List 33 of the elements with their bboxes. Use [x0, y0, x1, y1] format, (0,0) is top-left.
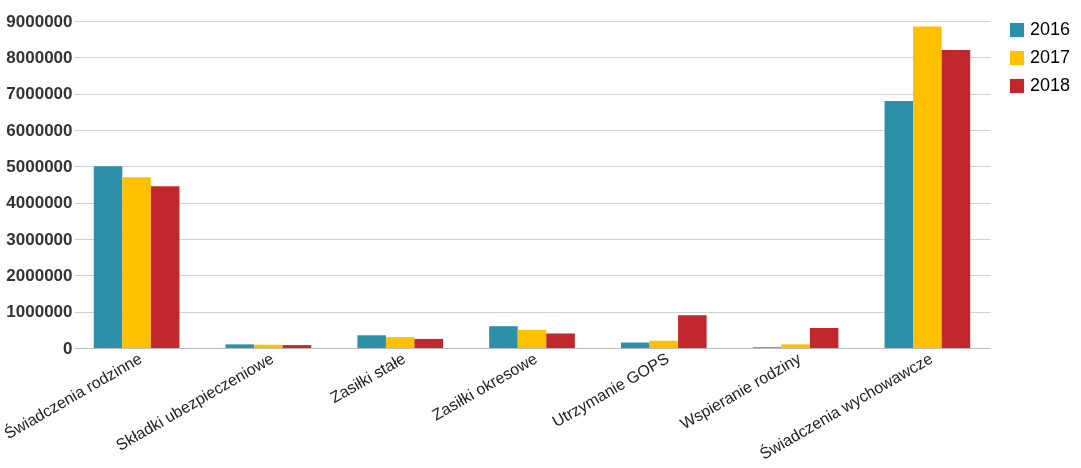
- bar: [357, 335, 386, 348]
- bar: [884, 100, 914, 348]
- bar: [93, 166, 123, 348]
- y-tick-label: 8000000: [6, 47, 73, 67]
- y-tick-label: 1000000: [6, 302, 73, 322]
- y-tick-label: 9000000: [6, 11, 73, 31]
- bar: [546, 333, 575, 348]
- y-tick-label: 6000000: [6, 120, 73, 140]
- bar: [649, 340, 679, 348]
- bar: [678, 315, 707, 348]
- bar: [781, 344, 810, 348]
- y-tick-label: 2000000: [6, 265, 73, 285]
- y-tick-label: 5000000: [6, 156, 73, 176]
- bar: [913, 26, 942, 348]
- bar: [809, 328, 839, 348]
- legend-label: 2017: [1030, 47, 1071, 67]
- y-tick-label: 4000000: [6, 193, 73, 213]
- bar: [489, 326, 518, 348]
- bar: [385, 337, 415, 348]
- bar: [941, 50, 971, 348]
- y-tick-label: 7000000: [6, 84, 73, 104]
- legend-label: 2018: [1030, 75, 1071, 95]
- bar: [254, 344, 283, 348]
- legend-label: 2016: [1030, 19, 1071, 39]
- bar: [282, 345, 312, 348]
- bar: [517, 329, 547, 348]
- bar: [620, 342, 650, 348]
- y-tick-label: 0: [63, 338, 73, 358]
- bar: [414, 338, 444, 348]
- bar: [150, 186, 180, 348]
- bar: [225, 344, 255, 348]
- y-tick-label: 3000000: [6, 229, 73, 249]
- bar: [122, 177, 151, 348]
